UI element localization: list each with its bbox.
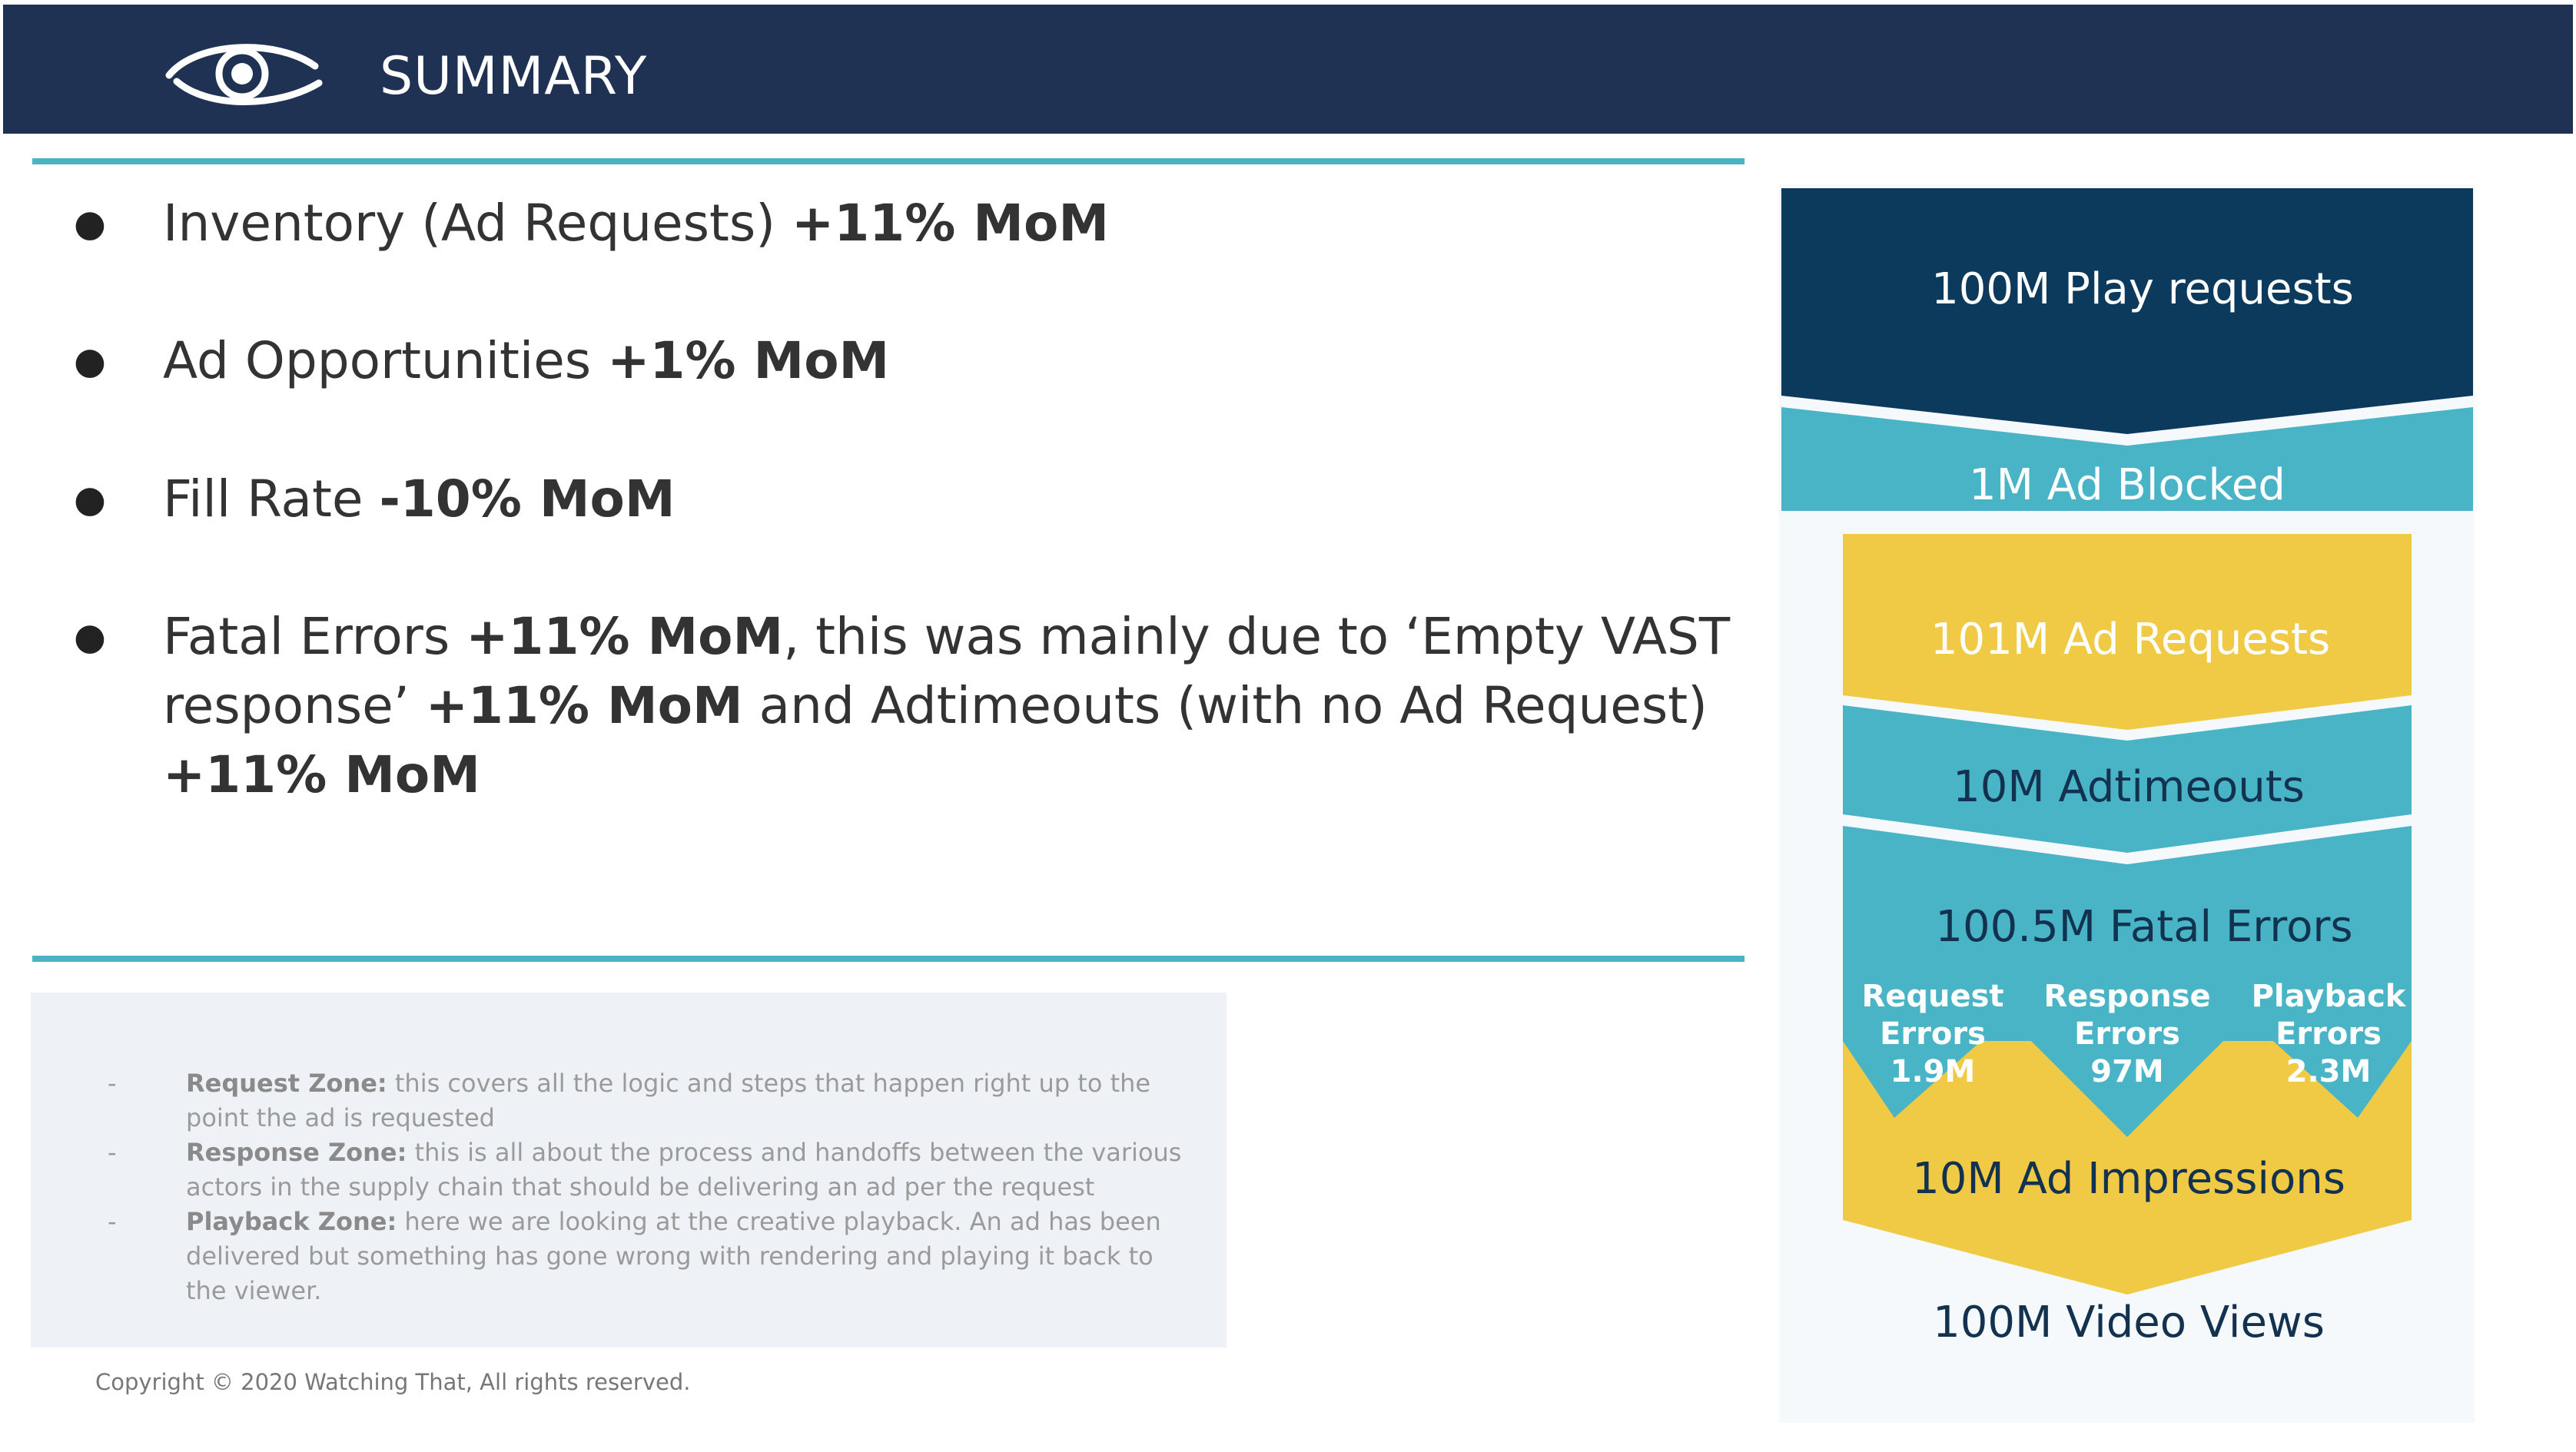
adtimeouts-stage: [1843, 705, 2412, 853]
response-errors-title: Response: [2043, 979, 2210, 1014]
bullet-text: Fill Rate: [163, 469, 380, 529]
response-errors-subtitle: Errors: [2074, 1016, 2180, 1052]
play-requests-stage: [1781, 188, 2473, 434]
bullet-text: response’: [163, 676, 426, 735]
adtimeouts-label: 10M Adtimeouts: [1953, 762, 2305, 812]
panel-top-rule: [32, 158, 1744, 164]
play-requests-label: 100M Play requests: [1931, 264, 2354, 314]
playback-errors-subtitle: Errors: [2276, 1016, 2382, 1052]
note-text: delivered but something has gone wrong w…: [186, 1241, 1154, 1271]
bullet-text: and Adtimeouts (with no Ad Request): [742, 676, 1708, 735]
request-errors-title: Request: [1861, 979, 2003, 1014]
note-title: Playback Zone:: [186, 1207, 397, 1236]
ad-funnel-diagram: 100M Play requests 1M Ad Blocked 101M Ad…: [1779, 184, 2475, 1423]
note-text: this is all about the process and handof…: [407, 1138, 1182, 1167]
bullet-text: , this was mainly due to ‘Empty VAST: [783, 607, 1731, 666]
bullet-metric: -10% MoM: [379, 469, 676, 529]
bullet-metric: +11% MoM: [466, 607, 784, 666]
bullet-text: Inventory (Ad Requests): [163, 194, 792, 253]
ad-blocked-stage: [1781, 407, 2473, 511]
playback-errors-title: Playback: [2252, 979, 2407, 1014]
note-text: point the ad is requested: [186, 1103, 495, 1132]
bullet-dot: ●: [74, 202, 106, 245]
eye-logo-icon: [165, 44, 323, 105]
fatal-errors-stage: [1843, 826, 2412, 1137]
bullet-metric: +1% MoM: [607, 331, 890, 390]
note-text: here we are looking at the creative play…: [397, 1207, 1161, 1236]
bullet-dot: ●: [74, 615, 106, 658]
note-text: the viewer.: [186, 1276, 322, 1305]
panel-bottom-rule: [32, 956, 1744, 962]
bullet-text: Ad Opportunities: [163, 331, 608, 390]
video-views-label: 100M Video Views: [1933, 1298, 2325, 1348]
bullet-text: Fatal Errors: [163, 607, 466, 666]
note-dash: -: [108, 1069, 117, 1098]
note-text: this covers all the logic and steps that…: [387, 1069, 1151, 1098]
note-dash: -: [108, 1138, 117, 1167]
ad-blocked-label: 1M Ad Blocked: [1969, 460, 2286, 510]
request-errors-value: 1.9M: [1891, 1054, 1976, 1089]
ad-impressions-stage: [1843, 1014, 2412, 1295]
response-errors-value: 97M: [2090, 1054, 2163, 1089]
bullet-metric: +11% MoM: [792, 194, 1109, 253]
request-errors-subtitle: Errors: [1880, 1016, 1986, 1052]
zone-notes-box: - Request Zone: this covers all the logi…: [31, 993, 1227, 1348]
header-bar: SUMMARY: [3, 5, 2573, 134]
ad-requests-label: 101M Ad Requests: [1930, 615, 2330, 665]
note-title: Request Zone:: [186, 1069, 387, 1098]
bullet-dot: ●: [74, 340, 106, 383]
fatal-errors-label: 100.5M Fatal Errors: [1935, 902, 2352, 952]
bullet-metric: +11% MoM: [425, 676, 743, 735]
bullet-dot: ●: [74, 478, 106, 521]
playback-errors-value: 2.3M: [2286, 1054, 2372, 1089]
ad-impressions-label: 10M Ad Impressions: [1912, 1154, 2345, 1204]
bullet-metric: +11% MoM: [163, 745, 480, 804]
copyright-text: Copyright © 2020 Watching That, All righ…: [95, 1369, 691, 1395]
note-title: Response Zone:: [186, 1138, 407, 1167]
note-dash: -: [108, 1207, 117, 1236]
note-text: actors in the supply chain that should b…: [186, 1172, 1095, 1202]
page-title: SUMMARY: [380, 46, 648, 107]
ad-requests-stage: [1843, 534, 2412, 730]
